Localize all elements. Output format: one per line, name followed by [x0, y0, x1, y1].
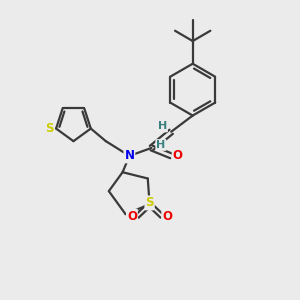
Text: S: S [45, 122, 54, 135]
Text: H: H [156, 140, 166, 150]
Text: O: O [127, 210, 137, 223]
Text: N: N [124, 149, 134, 162]
Text: O: O [162, 210, 172, 223]
Text: S: S [145, 196, 154, 209]
Text: O: O [173, 149, 183, 162]
Text: H: H [158, 122, 167, 131]
